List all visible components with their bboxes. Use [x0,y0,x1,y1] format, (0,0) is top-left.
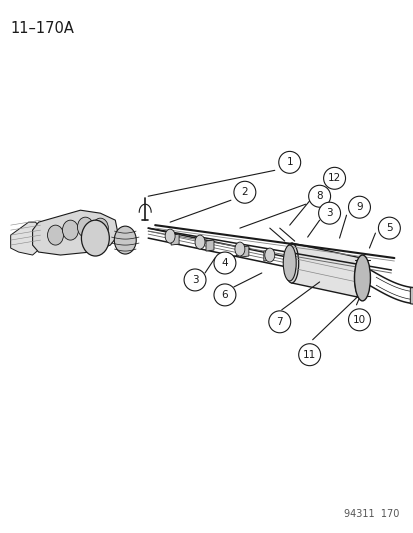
Polygon shape [171,234,179,245]
Ellipse shape [264,248,274,262]
Text: 4: 4 [221,258,228,268]
Circle shape [377,217,399,239]
Text: 8: 8 [316,191,322,201]
Polygon shape [409,287,413,305]
Ellipse shape [47,225,63,245]
Ellipse shape [77,217,93,237]
Circle shape [348,196,370,218]
Text: 5: 5 [385,223,392,233]
Circle shape [214,252,235,274]
Polygon shape [11,222,40,255]
Text: 12: 12 [327,173,340,183]
Ellipse shape [62,220,78,240]
Text: 11–170A: 11–170A [11,21,74,36]
Circle shape [233,181,255,203]
Polygon shape [240,246,248,257]
Circle shape [268,311,290,333]
Ellipse shape [195,235,204,249]
Text: 10: 10 [352,315,365,325]
Polygon shape [33,210,118,255]
Circle shape [308,185,330,207]
Text: 11: 11 [302,350,316,360]
Polygon shape [206,240,214,251]
Circle shape [278,151,300,173]
Text: 3: 3 [191,275,198,285]
Text: 9: 9 [355,202,362,212]
Ellipse shape [81,220,109,256]
Polygon shape [263,250,271,261]
Circle shape [298,344,320,366]
Ellipse shape [354,255,370,301]
Circle shape [348,309,370,331]
Ellipse shape [284,243,298,283]
Text: 2: 2 [241,187,247,197]
Text: 3: 3 [325,208,332,218]
Circle shape [184,269,206,291]
Ellipse shape [282,245,295,281]
Ellipse shape [165,229,175,243]
Text: 6: 6 [221,290,228,300]
Text: 7: 7 [276,317,282,327]
Circle shape [323,167,345,189]
Ellipse shape [234,242,244,256]
Text: 1: 1 [286,157,292,167]
Circle shape [214,284,235,306]
Ellipse shape [92,218,108,238]
Polygon shape [291,243,361,298]
Ellipse shape [114,226,136,254]
Text: 94311  170: 94311 170 [343,509,399,519]
Ellipse shape [354,258,368,298]
Circle shape [318,202,340,224]
